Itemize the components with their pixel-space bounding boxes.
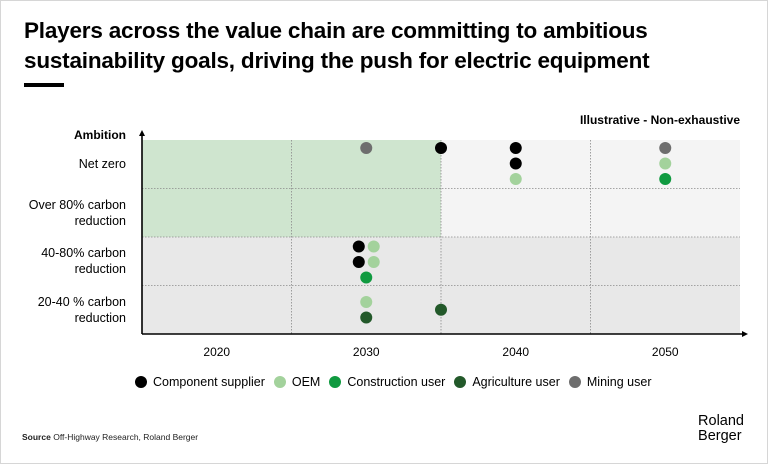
y-tick-label-line: 20-40 % carbon	[37, 294, 126, 309]
chart-legend: Component supplier OEM Construction user Ag…	[135, 375, 661, 389]
data-point-oem	[509, 173, 522, 185]
data-point-mining-user	[360, 142, 373, 154]
data-point-construction-user	[360, 271, 373, 284]
data-point-agriculture-user	[360, 311, 373, 324]
x-tick-label: 2050	[651, 345, 679, 359]
data-point-construction-user	[659, 173, 672, 185]
data-point-component-supplier	[352, 256, 365, 268]
y-tick-label-line: reduction	[74, 262, 126, 277]
source-label: Source	[22, 432, 51, 442]
legend-label: Construction user	[347, 375, 446, 389]
y-tick-label-line: Over 80% carbon	[28, 197, 126, 212]
data-point-oem	[659, 157, 672, 170]
source-note: Source Off-Highway Research, Roland Berg…	[22, 432, 198, 442]
logo-line-1: Roland	[698, 413, 744, 429]
data-point-component-supplier	[435, 142, 447, 154]
illustrative-note: Illustrative - Non-exhaustive	[579, 113, 740, 127]
legend-dot-icon	[454, 376, 467, 388]
legend-item: Mining user	[568, 375, 652, 389]
data-point-agriculture-user	[435, 303, 447, 316]
data-point-component-supplier	[352, 240, 365, 253]
legend-label: Agriculture user	[472, 375, 560, 389]
legend-item: OEM	[273, 375, 321, 389]
y-tick-label-line: reduction	[74, 310, 126, 325]
legend-item: Component supplier	[135, 375, 265, 389]
y-tick-label-line: reduction	[74, 213, 126, 228]
source-text: Off-Highway Research, Roland Berger	[53, 432, 199, 442]
y-tick-label-line: 40-80% carbon	[41, 246, 126, 261]
legend-item: Agriculture user	[454, 375, 560, 389]
y-tick-label: 40-80% carbon reduction	[41, 245, 126, 277]
legend-dot-icon	[135, 376, 147, 388]
data-point-component-supplier	[509, 157, 522, 170]
data-point-mining-user	[659, 142, 672, 154]
legend-item: Construction user	[329, 375, 445, 389]
slide-title: Players across the value chain are commi…	[24, 18, 650, 73]
data-point-component-supplier	[509, 142, 522, 154]
data-point-oem	[360, 296, 373, 308]
y-tick-label: Net zero	[79, 156, 126, 172]
y-tick-label: Over 80% carbon reduction	[29, 197, 126, 229]
data-point-oem	[367, 240, 380, 253]
y-axis-title: Ambition	[74, 128, 126, 142]
logo-line-2: Berger	[698, 428, 742, 444]
x-axis-arrow-icon	[742, 331, 748, 337]
x-tick-label: 2030	[352, 345, 380, 359]
legend-dot-icon	[273, 376, 286, 388]
y-axis-arrow-icon	[139, 130, 145, 136]
legend-label: OEM	[291, 375, 321, 389]
legend-dot-icon	[568, 376, 581, 388]
x-tick-label: 2040	[502, 345, 530, 359]
x-tick-label: 2020	[203, 345, 231, 359]
legend-label: Mining user	[586, 375, 652, 389]
legend-label: Component supplier	[153, 375, 265, 389]
data-point-oem	[367, 256, 380, 268]
title-underline	[24, 83, 64, 87]
legend-dot-icon	[329, 376, 342, 388]
y-tick-label: 20-40 % carbon reduction	[38, 294, 126, 326]
roland-berger-logo: Roland Berger	[698, 414, 744, 444]
y-tick-label-line: Net zero	[78, 157, 126, 172]
